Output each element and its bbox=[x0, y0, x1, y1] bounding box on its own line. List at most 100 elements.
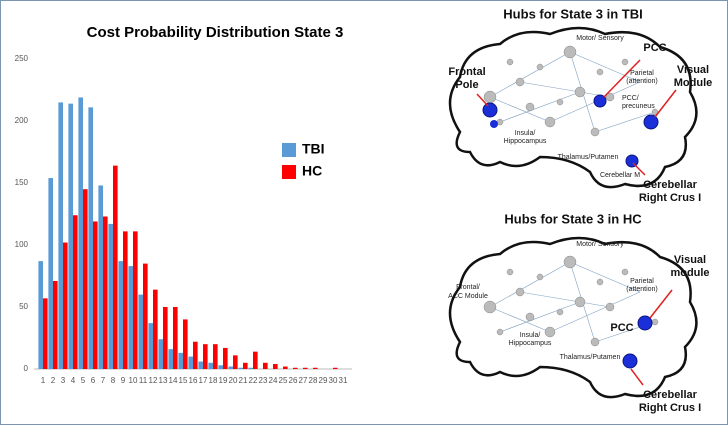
legend-label: TBI bbox=[302, 141, 325, 157]
bar bbox=[88, 107, 93, 370]
x-tick-label: 8 bbox=[111, 376, 116, 385]
label: Parietal bbox=[630, 70, 654, 77]
label: ACC Module bbox=[448, 293, 488, 300]
bar bbox=[203, 344, 208, 369]
bar bbox=[313, 367, 318, 369]
bar bbox=[213, 344, 218, 369]
label: Cerebellar bbox=[643, 179, 698, 191]
x-tick-label: 9 bbox=[121, 376, 126, 385]
legend-swatch bbox=[282, 143, 296, 157]
label: Insula/ bbox=[515, 130, 536, 137]
x-tick-label: 2 bbox=[51, 376, 56, 385]
label: Parietal bbox=[630, 278, 654, 285]
y-tick-label: 250 bbox=[15, 54, 29, 63]
bar bbox=[218, 365, 223, 369]
label: Right Crus I bbox=[639, 192, 701, 204]
label: (attention) bbox=[626, 78, 658, 85]
bar bbox=[153, 289, 158, 369]
bar bbox=[53, 280, 58, 369]
label: Visual bbox=[674, 254, 706, 266]
bar bbox=[108, 223, 113, 369]
x-tick-label: 26 bbox=[289, 376, 298, 385]
bar bbox=[228, 366, 233, 369]
label: Motor/ Sensory bbox=[576, 35, 624, 42]
chart-title: Cost Probability Distribution State 3 bbox=[87, 24, 344, 41]
bar bbox=[38, 261, 43, 369]
x-tick-label: 1 bbox=[41, 376, 46, 385]
brain-tbi: Hubs for State 3 in TBI Motor/ Sensory P… bbox=[448, 6, 712, 203]
x-tick-label: 6 bbox=[91, 376, 96, 385]
bar bbox=[118, 261, 123, 369]
x-tick-label: 5 bbox=[81, 376, 86, 385]
bar bbox=[68, 103, 73, 369]
x-tick-label: 19 bbox=[219, 376, 228, 385]
bar bbox=[103, 216, 108, 369]
bar bbox=[283, 366, 288, 369]
bar bbox=[158, 339, 163, 369]
label: precuneus bbox=[622, 103, 655, 110]
bar bbox=[123, 231, 128, 369]
bar bbox=[48, 178, 53, 369]
x-tick-label: 24 bbox=[269, 376, 278, 385]
x-tick-label: 20 bbox=[229, 376, 238, 385]
x-tick-label: 17 bbox=[199, 376, 208, 385]
x-tick-label: 4 bbox=[71, 376, 76, 385]
bar bbox=[63, 242, 68, 369]
diagram-title: Hubs for State 3 in TBI bbox=[503, 6, 642, 21]
bar bbox=[148, 323, 153, 369]
bar bbox=[183, 319, 188, 369]
x-tick-label: 27 bbox=[299, 376, 308, 385]
x-tick-label: 11 bbox=[139, 376, 148, 385]
bar bbox=[238, 367, 243, 369]
label: Hippocampus bbox=[509, 340, 552, 347]
x-tick-label: 23 bbox=[259, 376, 268, 385]
bar bbox=[253, 351, 258, 369]
label: Right Crus I bbox=[639, 402, 701, 414]
x-tick-label: 30 bbox=[329, 376, 338, 385]
y-tick-label: 50 bbox=[19, 302, 28, 311]
bar bbox=[293, 367, 298, 369]
bar bbox=[83, 189, 88, 369]
label: PCC bbox=[610, 322, 633, 334]
bar bbox=[128, 266, 133, 369]
x-tick-label: 25 bbox=[279, 376, 288, 385]
x-tick-label: 18 bbox=[209, 376, 218, 385]
label: (attention) bbox=[626, 286, 658, 293]
bar bbox=[303, 367, 308, 369]
bar bbox=[113, 165, 118, 369]
bar bbox=[208, 362, 213, 369]
x-tick-label: 3 bbox=[61, 376, 66, 385]
bar bbox=[133, 231, 138, 369]
x-tick-label: 21 bbox=[239, 376, 248, 385]
label: Thalamus/Putamen bbox=[560, 354, 621, 361]
bar bbox=[193, 341, 198, 369]
x-tick-label: 16 bbox=[189, 376, 198, 385]
x-tick-label: 15 bbox=[179, 376, 188, 385]
bar bbox=[163, 307, 168, 369]
bar bbox=[233, 355, 238, 369]
legend-swatch bbox=[282, 165, 296, 179]
bar bbox=[188, 356, 193, 369]
bar bbox=[198, 361, 203, 369]
label: Cerebellar bbox=[643, 389, 698, 401]
x-tick-label: 31 bbox=[339, 376, 348, 385]
bar bbox=[223, 347, 228, 369]
x-tick-label: 13 bbox=[159, 376, 168, 385]
bar bbox=[168, 349, 173, 369]
y-tick-label: 0 bbox=[24, 364, 29, 373]
label: Insula/ bbox=[520, 332, 541, 339]
label: module bbox=[670, 267, 709, 279]
bar bbox=[173, 307, 178, 369]
label: PCC bbox=[643, 42, 666, 54]
label: Module bbox=[674, 77, 713, 89]
legend-label: HC bbox=[302, 163, 322, 179]
label: Hippocampus bbox=[504, 138, 547, 145]
y-tick-label: 200 bbox=[15, 116, 29, 125]
y-tick-label: 100 bbox=[15, 240, 29, 249]
bar bbox=[243, 362, 248, 369]
bar bbox=[98, 185, 103, 369]
bar bbox=[93, 221, 98, 369]
label: Frontal/ bbox=[456, 284, 480, 291]
label: Motor/ Sensory bbox=[576, 241, 624, 248]
